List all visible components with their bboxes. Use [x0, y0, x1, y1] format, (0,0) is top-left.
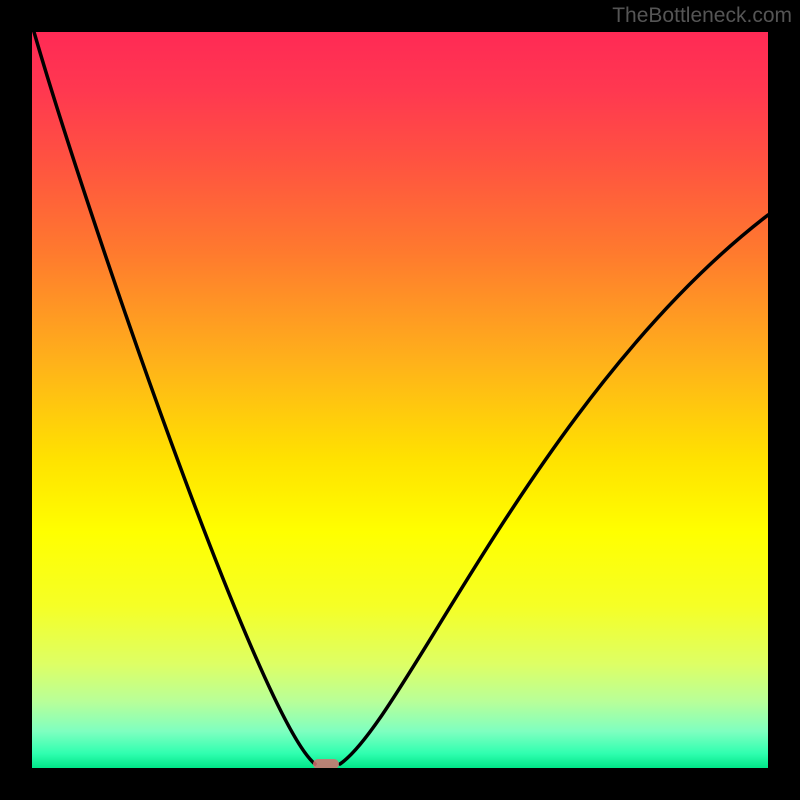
watermark-text: TheBottleneck.com: [612, 4, 792, 28]
chart-container: TheBottleneck.com: [0, 0, 800, 800]
chart-gradient-bg: [32, 32, 768, 768]
bottleneck-chart: [0, 0, 800, 800]
bottleneck-marker: [313, 759, 339, 769]
